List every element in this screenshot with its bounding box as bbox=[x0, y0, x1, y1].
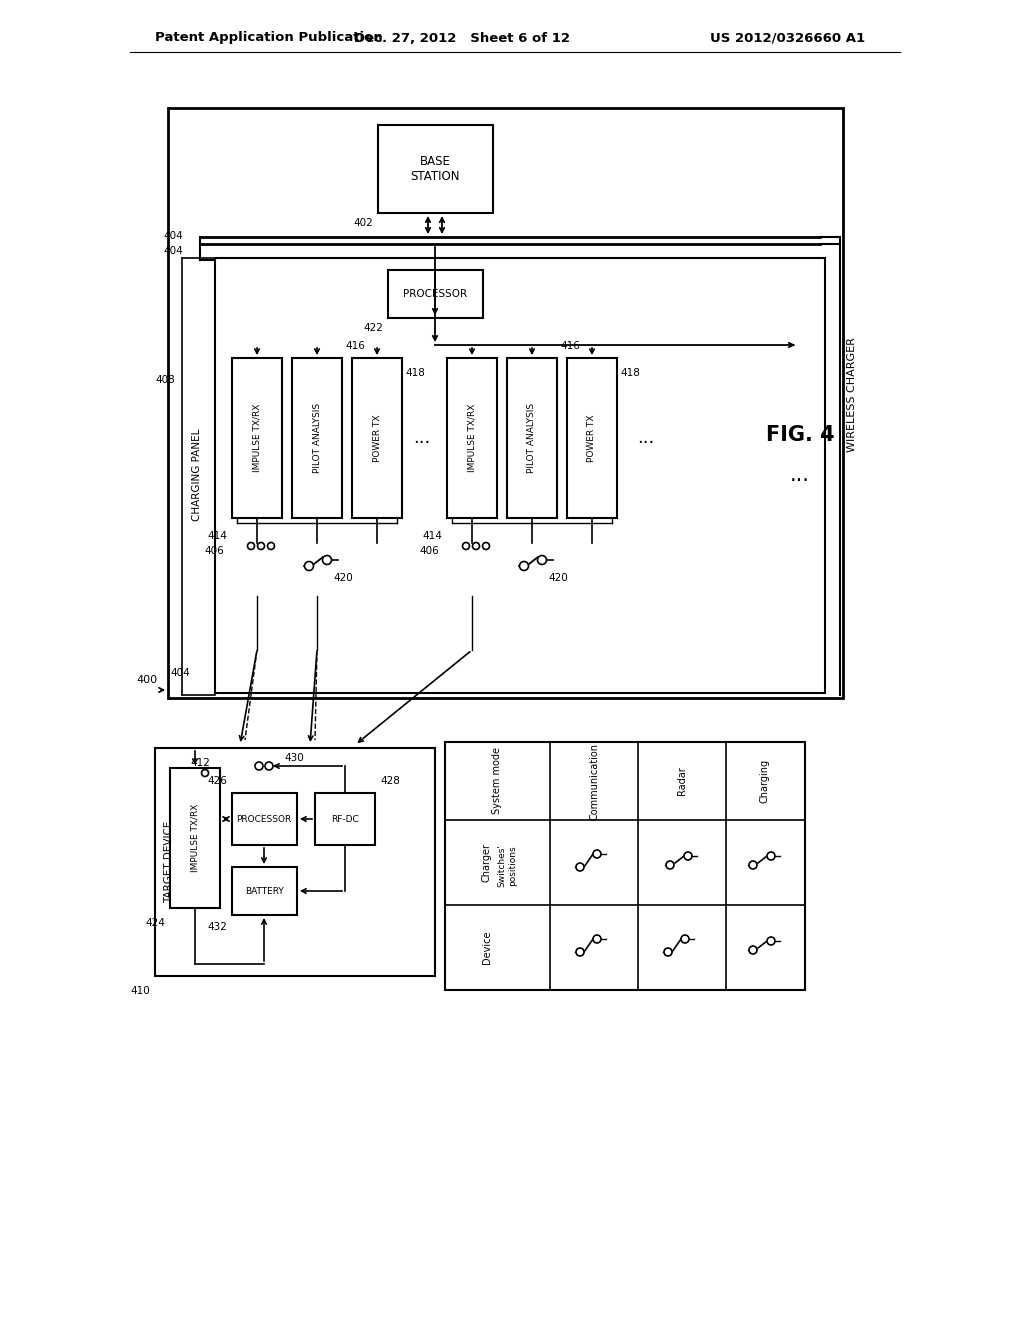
Text: 404: 404 bbox=[163, 231, 183, 242]
Circle shape bbox=[267, 543, 274, 549]
Circle shape bbox=[666, 861, 674, 869]
Bar bbox=[292, 358, 342, 517]
Text: 418: 418 bbox=[406, 368, 425, 378]
Bar bbox=[445, 742, 805, 990]
Text: 426: 426 bbox=[207, 776, 227, 785]
Text: IMPULSE TX/RX: IMPULSE TX/RX bbox=[190, 804, 200, 873]
Text: 408: 408 bbox=[156, 375, 175, 385]
Bar bbox=[388, 271, 483, 318]
Text: PROCESSOR: PROCESSOR bbox=[402, 289, 467, 300]
Circle shape bbox=[202, 770, 209, 776]
Text: 420: 420 bbox=[333, 573, 352, 583]
Text: 416: 416 bbox=[560, 341, 580, 351]
Circle shape bbox=[472, 543, 479, 549]
Circle shape bbox=[681, 935, 689, 942]
Text: BASE
STATION: BASE STATION bbox=[411, 154, 460, 183]
Text: Radar: Radar bbox=[677, 767, 687, 796]
Circle shape bbox=[767, 851, 775, 861]
Text: 400: 400 bbox=[137, 675, 158, 685]
Text: WIRELESS CHARGER: WIRELESS CHARGER bbox=[847, 338, 857, 453]
Text: System mode: System mode bbox=[492, 747, 502, 814]
Circle shape bbox=[257, 543, 264, 549]
Text: Device: Device bbox=[482, 931, 492, 964]
Bar bbox=[168, 108, 843, 698]
Circle shape bbox=[255, 762, 263, 770]
Text: 406: 406 bbox=[204, 546, 224, 556]
Text: POWER TX: POWER TX bbox=[373, 414, 382, 462]
Bar bbox=[232, 793, 297, 845]
Text: TARGET DEVICE: TARGET DEVICE bbox=[164, 821, 174, 903]
Text: PROCESSOR: PROCESSOR bbox=[237, 814, 292, 824]
Bar bbox=[352, 358, 402, 517]
Circle shape bbox=[684, 851, 692, 861]
Bar bbox=[378, 125, 493, 213]
Text: ...: ... bbox=[637, 429, 654, 447]
Circle shape bbox=[767, 937, 775, 945]
Text: Patent Application Publication: Patent Application Publication bbox=[155, 32, 383, 45]
Circle shape bbox=[575, 863, 584, 871]
Text: PILOT ANALYSIS: PILOT ANALYSIS bbox=[312, 403, 322, 473]
Text: Communication: Communication bbox=[589, 742, 599, 820]
Circle shape bbox=[519, 561, 528, 570]
Bar bbox=[170, 768, 220, 908]
Text: IMPULSE TX/RX: IMPULSE TX/RX bbox=[468, 404, 476, 473]
Text: 422: 422 bbox=[364, 323, 383, 333]
Text: 414: 414 bbox=[207, 531, 227, 541]
Text: 428: 428 bbox=[380, 776, 400, 785]
Text: 410: 410 bbox=[130, 986, 150, 997]
Text: 414: 414 bbox=[422, 531, 442, 541]
Text: Dec. 27, 2012   Sheet 6 of 12: Dec. 27, 2012 Sheet 6 of 12 bbox=[354, 32, 570, 45]
Bar bbox=[155, 748, 435, 975]
Circle shape bbox=[575, 948, 584, 956]
Circle shape bbox=[265, 762, 273, 770]
Text: US 2012/0326660 A1: US 2012/0326660 A1 bbox=[710, 32, 865, 45]
Circle shape bbox=[749, 861, 757, 869]
Text: 418: 418 bbox=[620, 368, 640, 378]
Text: PILOT ANALYSIS: PILOT ANALYSIS bbox=[527, 403, 537, 473]
Text: 404: 404 bbox=[163, 246, 183, 256]
Text: 404: 404 bbox=[170, 668, 189, 678]
Text: POWER TX: POWER TX bbox=[588, 414, 597, 462]
Circle shape bbox=[749, 946, 757, 954]
Bar bbox=[232, 358, 282, 517]
Circle shape bbox=[593, 935, 601, 942]
Text: BATTERY: BATTERY bbox=[245, 887, 284, 895]
Circle shape bbox=[593, 850, 601, 858]
Bar bbox=[507, 358, 557, 517]
Bar bbox=[447, 358, 497, 517]
Circle shape bbox=[323, 556, 332, 565]
Text: FIG. 4: FIG. 4 bbox=[766, 425, 835, 445]
Bar bbox=[315, 793, 375, 845]
Text: 416: 416 bbox=[345, 341, 365, 351]
Text: 412: 412 bbox=[190, 758, 210, 768]
Text: IMPULSE TX/RX: IMPULSE TX/RX bbox=[253, 404, 261, 473]
Text: Charging: Charging bbox=[760, 759, 770, 803]
Text: 420: 420 bbox=[548, 573, 567, 583]
Text: 402: 402 bbox=[353, 218, 373, 228]
Circle shape bbox=[248, 543, 255, 549]
Text: CHARGING PANEL: CHARGING PANEL bbox=[193, 429, 202, 521]
Text: Charger: Charger bbox=[482, 842, 492, 882]
Bar bbox=[567, 358, 617, 517]
Text: 430: 430 bbox=[284, 752, 304, 763]
Circle shape bbox=[304, 561, 313, 570]
Text: 406: 406 bbox=[419, 546, 439, 556]
Text: Switches'
positions: Switches' positions bbox=[498, 845, 517, 887]
Circle shape bbox=[463, 543, 469, 549]
Bar bbox=[232, 867, 297, 915]
Bar bbox=[215, 257, 825, 693]
Text: ...: ... bbox=[414, 429, 431, 447]
Text: 424: 424 bbox=[145, 917, 165, 928]
Text: RF-DC: RF-DC bbox=[331, 814, 358, 824]
Text: 432: 432 bbox=[207, 921, 227, 932]
Circle shape bbox=[482, 543, 489, 549]
Circle shape bbox=[538, 556, 547, 565]
Circle shape bbox=[664, 948, 672, 956]
Text: ...: ... bbox=[791, 465, 810, 484]
